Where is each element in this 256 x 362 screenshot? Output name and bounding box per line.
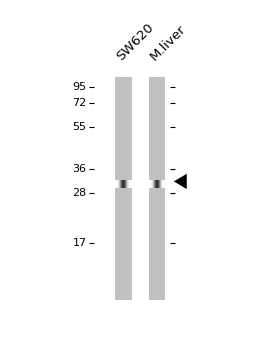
Text: 55: 55 bbox=[72, 122, 87, 132]
Bar bbox=[115, 77, 132, 300]
Text: SW620: SW620 bbox=[114, 21, 156, 63]
Polygon shape bbox=[174, 174, 187, 189]
Text: 28: 28 bbox=[72, 188, 87, 198]
Text: M.liver: M.liver bbox=[148, 22, 189, 63]
Bar bbox=[148, 77, 165, 300]
Text: 36: 36 bbox=[72, 164, 87, 174]
Text: 17: 17 bbox=[72, 238, 87, 248]
Text: 72: 72 bbox=[72, 98, 87, 108]
Text: 95: 95 bbox=[72, 82, 87, 92]
